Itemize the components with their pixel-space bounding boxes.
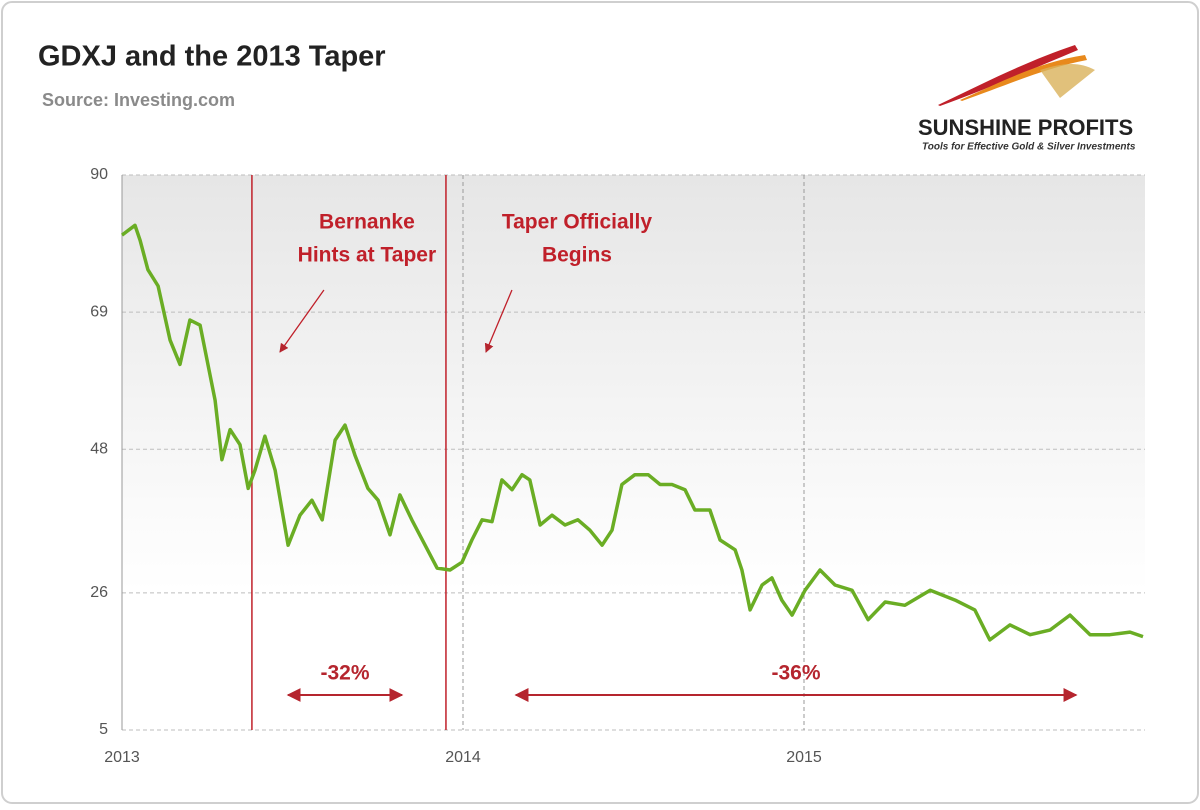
- plot-area: [122, 175, 1145, 730]
- y-tick-label: 48: [90, 440, 108, 457]
- logo-swoosh: [938, 45, 1078, 106]
- span-label: -36%: [771, 662, 820, 685]
- x-tick-label: 2015: [786, 749, 822, 766]
- event-label: Hints at Taper: [298, 244, 436, 267]
- span-label: -32%: [320, 662, 369, 685]
- y-tick-label: 26: [90, 584, 108, 601]
- event-label: Taper Officially: [502, 211, 652, 234]
- y-tick-label: 69: [90, 303, 108, 320]
- x-tick-label: 2014: [445, 749, 481, 766]
- y-tick-label: 5: [99, 721, 108, 738]
- brand-tagline: Tools for Effective Gold & Silver Invest…: [922, 142, 1136, 153]
- event-label: Bernanke: [319, 211, 415, 234]
- logo: SUNSHINE PROFITS Tools for Effective Gol…: [918, 45, 1136, 153]
- brand-name: SUNSHINE PROFITS: [918, 115, 1133, 140]
- event-arrow: [279, 289, 325, 353]
- logo-swoosh: [1040, 64, 1095, 98]
- x-tick-label: 2013: [104, 749, 140, 766]
- y-tick-label: 90: [90, 166, 108, 183]
- chart-subtitle: Source: Investing.com: [42, 90, 235, 110]
- event-arrow: [484, 289, 513, 353]
- plot-layer: 5 26 48 69 90 2013 2014 2015 Bernanke Hints at Ta…: [90, 166, 1145, 766]
- event-label: Begins: [542, 244, 612, 267]
- chart-title: GDXJ and the 2013 Taper: [38, 41, 386, 73]
- series-line: [120, 223, 1144, 642]
